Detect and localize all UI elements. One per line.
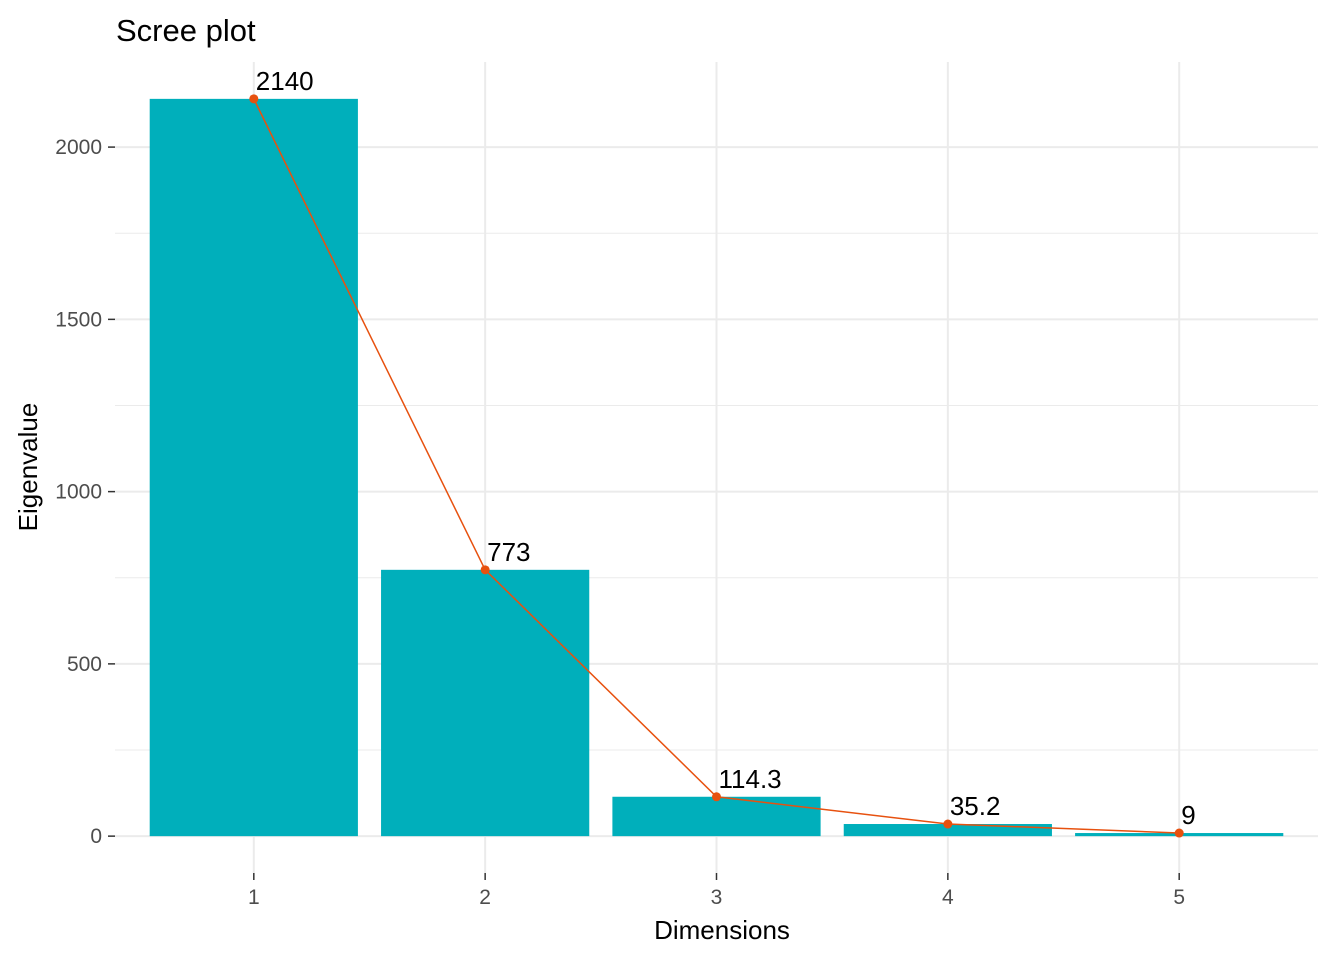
y-tick-label: 0 <box>90 825 102 848</box>
x-axis: 1 2 3 4 5 <box>248 873 1185 909</box>
data-label: 9 <box>1181 800 1195 830</box>
x-tick-label: 2 <box>479 886 491 909</box>
data-labels: 2140 773 114.3 35.2 9 <box>256 66 1196 830</box>
data-label: 2140 <box>256 66 314 96</box>
eigenvalue-line <box>249 94 1184 838</box>
x-axis-title: Dimensions <box>654 915 790 945</box>
y-tick-label: 2000 <box>55 136 102 159</box>
bar <box>843 824 1052 837</box>
data-label: 35.2 <box>950 791 1001 821</box>
bar <box>612 796 821 837</box>
data-point <box>712 792 721 802</box>
bars <box>149 98 1284 837</box>
data-point <box>1174 828 1184 838</box>
x-tick-label: 1 <box>248 886 260 909</box>
y-tick-label: 500 <box>67 653 102 676</box>
data-point <box>249 94 259 104</box>
y-axis: 0 500 1000 1500 2000 <box>55 136 115 848</box>
chart-title: Scree plot <box>116 13 256 48</box>
bar <box>149 98 358 837</box>
data-label: 114.3 <box>719 764 782 794</box>
y-tick-label: 1500 <box>55 308 102 331</box>
x-tick-label: 3 <box>711 886 723 909</box>
y-axis-title: Eigenvalue <box>13 403 43 532</box>
bar <box>381 569 590 837</box>
x-tick-label: 4 <box>942 886 954 909</box>
data-point <box>480 565 490 575</box>
y-tick-label: 1000 <box>55 481 102 504</box>
data-point <box>943 819 953 829</box>
x-tick-label: 5 <box>1173 886 1185 909</box>
data-label: 773 <box>487 537 530 567</box>
